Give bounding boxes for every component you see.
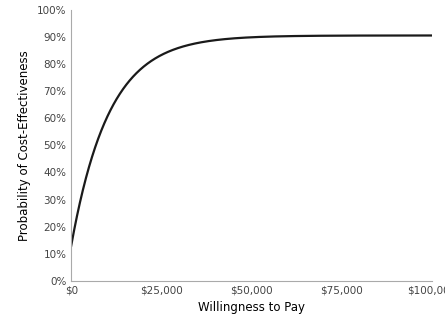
- Y-axis label: Probability of Cost-Effectiveness: Probability of Cost-Effectiveness: [18, 50, 31, 241]
- X-axis label: Willingness to Pay: Willingness to Pay: [198, 301, 305, 314]
